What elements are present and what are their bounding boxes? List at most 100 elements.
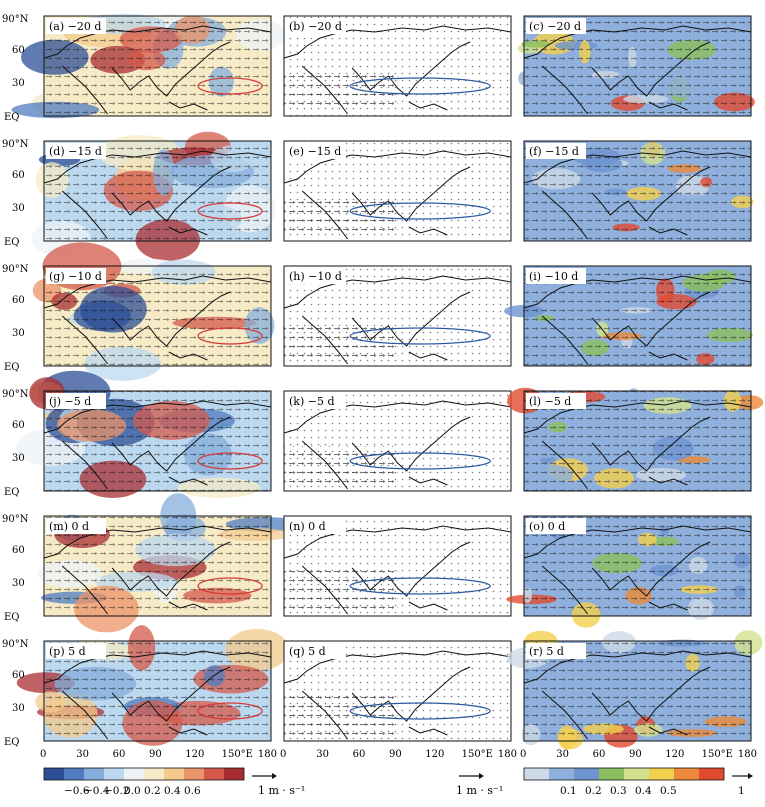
longitude-tick-label: 120 xyxy=(425,749,444,760)
latitude-tick-label: 90°N xyxy=(2,139,29,150)
panel-label-background xyxy=(526,18,586,34)
map-panel: (p) 5 d xyxy=(16,625,290,746)
colorbar-swatch xyxy=(64,768,84,780)
left-colorbar: −0.6−0.4−0.20.0 0.2 0.4 0.6 xyxy=(43,767,245,797)
panel-label-background xyxy=(286,518,346,534)
longitude-tick-label: 120 xyxy=(665,749,684,760)
latitude-tick-label: EQ xyxy=(4,487,20,498)
panel-label: (i) −10 d xyxy=(529,270,578,283)
map-panel: (f) −15 d xyxy=(523,140,754,242)
longitude-tick-label: 0 xyxy=(520,749,526,760)
latitude-tick-label: 90°N xyxy=(2,514,29,525)
latitude-tick-label: 90°N xyxy=(2,389,29,400)
colorbar-tick-label: 0.4 xyxy=(635,785,652,797)
panel-label-background xyxy=(46,643,106,659)
longitude-tick-label: 90 xyxy=(149,749,162,760)
map-panel: (j) −5 d xyxy=(16,370,272,498)
longitude-tick-label: 90 xyxy=(629,749,642,760)
latitude-tick-labels: 90°N 60 30 EQ 90°N 60 30 EQ 90°N 60 30 EQ 90°N 60 30 EQ… xyxy=(2,14,29,748)
right-colorbar: 0.1 0.2 0.3 0.4 0.5 1 xyxy=(523,767,745,797)
vector-reference-left: 1 m · s⁻¹ xyxy=(252,773,305,797)
vector-reference-right xyxy=(732,773,753,779)
panels-group: (a) −20 d (b) −20 d (c) −20 d (d) −15 d (e) … xyxy=(11,13,764,750)
panel-label: (h) −10 d xyxy=(289,270,342,283)
colorbar-tick-label: 0.1 xyxy=(560,785,577,797)
longitude-tick-label: 150°E xyxy=(702,749,733,760)
latitude-tick-label: 60 xyxy=(12,670,25,681)
longitude-tick-label: 150°E xyxy=(222,749,253,760)
colorbar-tick-label: 0.0 xyxy=(124,785,141,797)
colorbar-swatch xyxy=(124,768,144,780)
latitude-tick-label: 60 xyxy=(12,545,25,556)
latitude-tick-label: 30 xyxy=(12,703,25,714)
panel-label-background xyxy=(526,143,586,159)
colorbar-tick-label: 1 xyxy=(738,785,745,797)
map-panel: (c) −20 d xyxy=(517,15,755,117)
panel-label: (p) 5 d xyxy=(49,645,86,658)
map-panel: (l) −5 d xyxy=(507,387,764,492)
latitude-tick-label: EQ xyxy=(4,362,20,373)
longitude-tick-label: 150°E xyxy=(462,749,493,760)
map-panel: (a) −20 d xyxy=(11,13,286,119)
panel-label: (r) 5 d xyxy=(529,645,564,658)
colorbar-tick-label: −0.2 xyxy=(104,785,130,797)
map-panel: (n) 0 d xyxy=(283,515,512,617)
latitude-tick-label: EQ xyxy=(4,612,20,623)
panel-label-background xyxy=(46,143,106,159)
latitude-tick-label: 60 xyxy=(12,295,25,306)
panel-label: (b) −20 d xyxy=(289,20,342,33)
colorbar-swatch xyxy=(699,768,724,780)
colorbar-tick-label: 0.5 xyxy=(660,785,677,797)
map-panel: (b) −20 d xyxy=(283,15,512,117)
latitude-tick-label: 60 xyxy=(12,170,25,181)
colorbar-tick-label: −0.4 xyxy=(84,785,110,797)
latitude-tick-label: 60 xyxy=(12,420,25,431)
map-panel: (m) 0 d xyxy=(37,493,304,633)
longitude-tick-label: 30 xyxy=(556,749,569,760)
arrow-right-icon xyxy=(732,773,753,779)
map-panel: (h) −10 d xyxy=(283,265,512,367)
colorbar-swatch xyxy=(84,768,104,780)
longitude-tick-label: 180 xyxy=(738,749,757,760)
latitude-tick-label: 30 xyxy=(12,203,25,214)
colorbar-swatch xyxy=(164,768,184,780)
latitude-tick-label: 30 xyxy=(12,578,25,589)
map-panel: (g) −10 d xyxy=(32,242,275,381)
longitude-tick-label: 30 xyxy=(316,749,329,760)
colorbar-tick-label: 0.2 xyxy=(585,785,602,797)
colorbar-swatch xyxy=(524,768,549,780)
map-panel: (d) −15 d xyxy=(31,131,276,261)
map-panel: (i) −10 d xyxy=(504,265,753,367)
vector-reference-middle: 1 m · s⁻¹ xyxy=(456,773,503,797)
longitude-tick-label: 90 xyxy=(389,749,402,760)
longitude-tick-labels: 0 30 60 90 120 150°E 180 0 30 60 90 120 150°E 180 0 30 6… xyxy=(40,749,757,760)
panel-label: (a) −20 d xyxy=(49,20,101,33)
colorbar-tick-label: 0.2 xyxy=(144,785,161,797)
longitude-tick-label: 120 xyxy=(185,749,204,760)
vector-reference-label-left: 1 m · s⁻¹ xyxy=(258,784,305,797)
latitude-tick-label: 30 xyxy=(12,453,25,464)
panel-label: (f) −15 d xyxy=(529,145,579,158)
latitude-tick-label: 30 xyxy=(12,78,25,89)
colorbar-swatch xyxy=(599,768,624,780)
map-panel: (o) 0 d xyxy=(506,515,752,628)
colorbar-swatch xyxy=(624,768,649,780)
latitude-tick-label: 90°N xyxy=(2,264,29,275)
colorbar-swatch xyxy=(184,768,204,780)
panel-label-background xyxy=(526,393,586,409)
longitude-tick-label: 60 xyxy=(113,749,126,760)
panel-label: (m) 0 d xyxy=(49,520,89,533)
panel-label: (k) −5 d xyxy=(289,395,335,408)
colorbar-swatch xyxy=(649,768,674,780)
panel-label-background xyxy=(286,393,346,409)
panel-label-background xyxy=(526,268,586,284)
latitude-tick-label: 30 xyxy=(12,328,25,339)
panel-label: (e) −15 d xyxy=(289,145,341,158)
longitude-tick-label: 180 xyxy=(258,749,277,760)
panel-label-background xyxy=(46,393,106,409)
panel-label-background xyxy=(46,18,106,34)
latitude-tick-label: 90°N xyxy=(2,14,29,25)
panel-label: (l) −5 d xyxy=(529,395,571,408)
panel-label-background xyxy=(526,518,586,534)
